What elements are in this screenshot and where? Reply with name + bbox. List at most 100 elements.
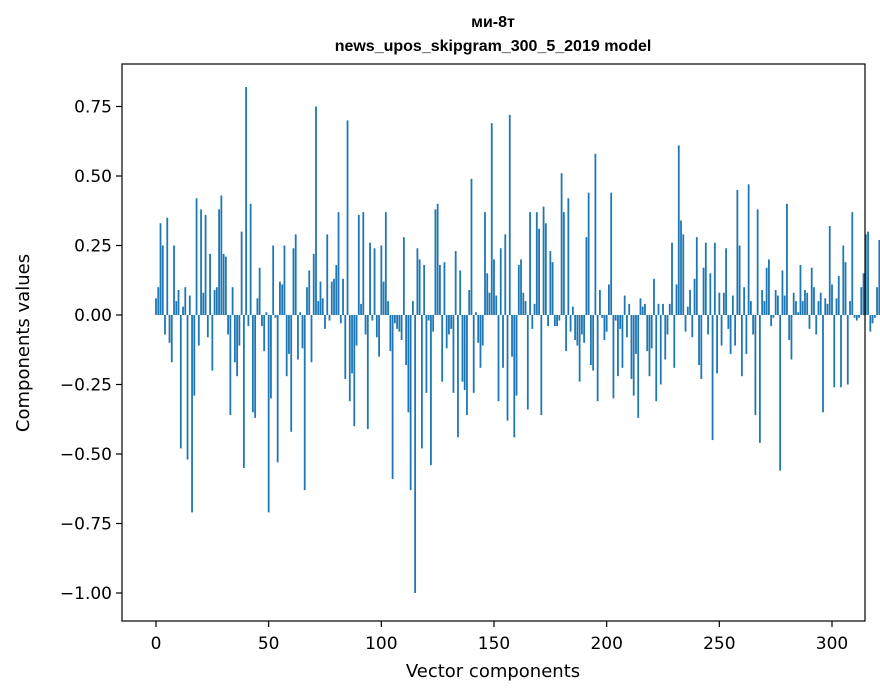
bar bbox=[283, 245, 286, 315]
bar bbox=[565, 315, 568, 352]
bar bbox=[274, 315, 277, 318]
bar bbox=[571, 306, 574, 315]
x-tick-label: 200 bbox=[590, 634, 622, 654]
bar bbox=[463, 315, 466, 391]
bar bbox=[357, 214, 360, 315]
bar bbox=[826, 303, 829, 315]
bar bbox=[511, 315, 513, 357]
bar bbox=[227, 315, 230, 335]
bar bbox=[867, 231, 869, 315]
bar bbox=[479, 315, 482, 368]
bar bbox=[195, 198, 198, 315]
bar bbox=[551, 262, 554, 315]
bar bbox=[472, 315, 475, 393]
bar bbox=[605, 315, 608, 332]
bar bbox=[355, 315, 358, 346]
bar bbox=[547, 315, 549, 327]
bar bbox=[319, 281, 322, 315]
bar bbox=[335, 264, 338, 315]
plot-frame bbox=[121, 63, 866, 622]
bar bbox=[155, 298, 157, 315]
bar bbox=[707, 315, 709, 335]
bar bbox=[783, 295, 786, 315]
bar bbox=[477, 315, 480, 343]
bar bbox=[808, 315, 811, 329]
bar bbox=[170, 315, 173, 363]
bar bbox=[722, 292, 725, 315]
bar bbox=[797, 312, 800, 315]
y-tick-label: 0.25 bbox=[74, 237, 112, 257]
bar bbox=[639, 298, 642, 315]
chart-title-line-2: news_upos_skipgram_300_5_2019 model bbox=[335, 38, 652, 55]
bar bbox=[878, 239, 880, 315]
bar bbox=[418, 259, 421, 315]
bar bbox=[229, 315, 232, 416]
bar bbox=[522, 292, 525, 315]
bar bbox=[427, 315, 430, 321]
bar bbox=[653, 278, 655, 315]
bar bbox=[299, 312, 302, 315]
bar bbox=[691, 315, 694, 338]
bar bbox=[193, 315, 196, 396]
bar bbox=[768, 259, 770, 315]
bar bbox=[635, 315, 637, 354]
bar bbox=[853, 315, 856, 318]
bar bbox=[788, 315, 791, 341]
x-tick-label: 250 bbox=[703, 634, 735, 654]
y-tick-label: 0.75 bbox=[74, 98, 112, 118]
bar bbox=[725, 248, 727, 315]
bar bbox=[533, 303, 536, 315]
bar bbox=[749, 301, 752, 315]
bar bbox=[402, 237, 405, 315]
bar bbox=[603, 315, 606, 341]
bar bbox=[324, 315, 326, 329]
bar bbox=[632, 315, 635, 396]
bar bbox=[197, 315, 200, 346]
bar bbox=[371, 315, 374, 321]
bar bbox=[445, 315, 448, 349]
bar bbox=[858, 315, 860, 318]
bar bbox=[529, 212, 531, 315]
bar bbox=[754, 315, 757, 416]
bar bbox=[393, 315, 396, 324]
bar bbox=[619, 315, 622, 329]
bar bbox=[504, 234, 507, 315]
bar bbox=[698, 315, 700, 366]
bar bbox=[792, 292, 795, 315]
bar bbox=[231, 287, 234, 315]
bar bbox=[310, 315, 313, 363]
bar bbox=[831, 284, 833, 315]
bar bbox=[330, 281, 333, 315]
bar bbox=[668, 303, 671, 315]
bar bbox=[799, 264, 802, 315]
bar bbox=[869, 315, 872, 332]
bar bbox=[844, 262, 847, 315]
bar bbox=[599, 289, 601, 315]
bar bbox=[481, 315, 484, 346]
bar bbox=[175, 301, 178, 315]
bar bbox=[380, 245, 383, 315]
bar bbox=[777, 295, 779, 315]
bar bbox=[414, 315, 417, 593]
bar bbox=[677, 145, 680, 315]
y-tick-label: −0.50 bbox=[60, 445, 112, 465]
bar bbox=[574, 315, 577, 341]
bar bbox=[468, 289, 471, 315]
bar bbox=[589, 315, 592, 366]
bar bbox=[506, 315, 509, 421]
bar bbox=[871, 315, 874, 324]
bar bbox=[596, 315, 599, 402]
bar bbox=[405, 315, 408, 366]
bar bbox=[763, 301, 766, 315]
bar bbox=[587, 192, 590, 315]
bar bbox=[745, 315, 748, 354]
bar bbox=[517, 264, 520, 315]
bar bbox=[662, 303, 664, 315]
bar bbox=[495, 295, 498, 315]
bar bbox=[817, 301, 820, 315]
bar bbox=[795, 301, 797, 315]
bar bbox=[391, 315, 394, 480]
bar bbox=[716, 315, 718, 374]
bar bbox=[535, 212, 538, 315]
x-tick-label: 100 bbox=[365, 634, 397, 654]
